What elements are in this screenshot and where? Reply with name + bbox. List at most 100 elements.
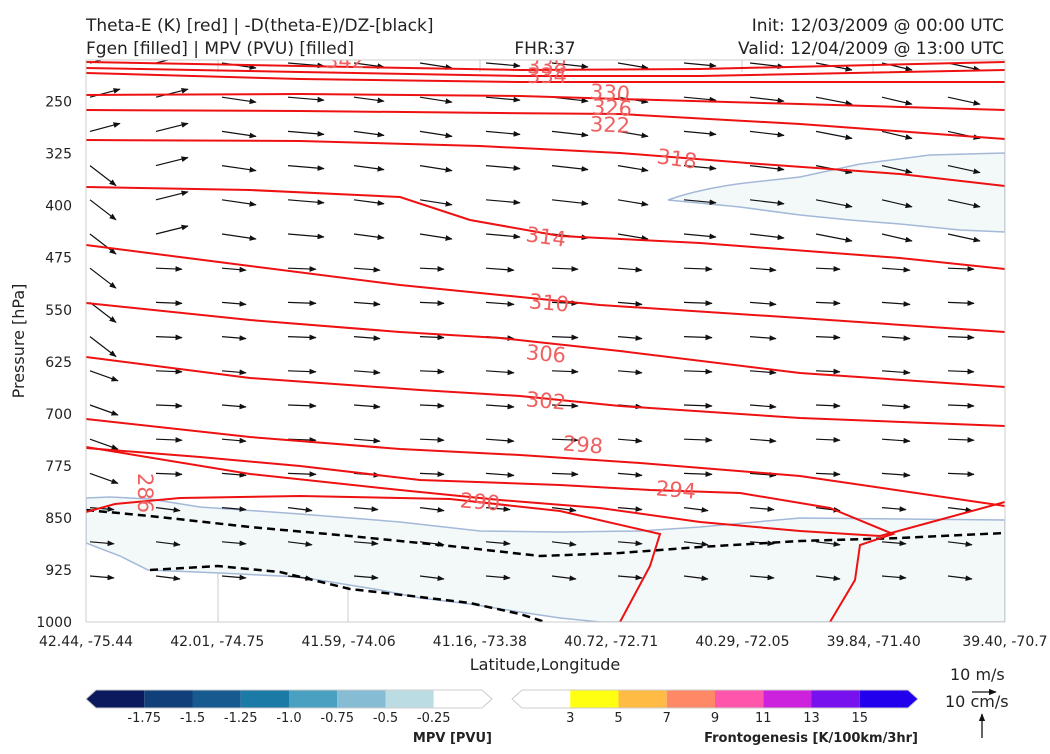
wind-vector bbox=[89, 472, 119, 484]
wind-vector bbox=[89, 574, 115, 581]
wind-vector bbox=[419, 300, 445, 307]
wind-vector bbox=[155, 224, 189, 235]
wind-vector bbox=[485, 574, 511, 581]
mpv-colorbar-title: MPV [PVU] bbox=[413, 731, 492, 746]
wind-vector bbox=[353, 403, 381, 410]
wind-ref-vertical-label: 10 cm/s bbox=[945, 692, 1009, 711]
y-tick-label: 475 bbox=[45, 251, 72, 267]
wind-vector bbox=[485, 130, 521, 137]
wind-vector bbox=[287, 130, 325, 137]
wind-vector bbox=[617, 540, 643, 547]
wind-vector bbox=[485, 165, 521, 171]
wind-vector bbox=[947, 541, 973, 547]
x-tick-label: 40.72, -72.71 bbox=[564, 634, 658, 650]
theta-e-contour bbox=[86, 494, 662, 622]
wind-vector bbox=[221, 165, 257, 173]
y-tick-label: 325 bbox=[45, 147, 72, 163]
mpv-region bbox=[667, 152, 1005, 233]
colorbar-tick-label: -1.5 bbox=[180, 711, 205, 726]
wind-vector bbox=[815, 437, 841, 443]
wind-vector bbox=[419, 165, 453, 173]
wind-vector bbox=[617, 369, 643, 376]
colorbar-segment bbox=[512, 690, 571, 708]
wind-vector bbox=[617, 506, 643, 512]
colorbar-outline bbox=[85, 689, 493, 709]
wind-vector bbox=[485, 506, 511, 512]
y-axis-label: Pressure [hPa] bbox=[9, 284, 28, 399]
theta-e-contour bbox=[86, 418, 1005, 507]
wind-vector bbox=[683, 165, 717, 171]
wind-vector bbox=[353, 165, 385, 172]
wind-vector bbox=[683, 199, 717, 206]
x-tick-label: 41.59, -74.06 bbox=[302, 634, 396, 650]
theta-e-contours bbox=[86, 61, 1005, 622]
theta-e-contour bbox=[86, 244, 1005, 333]
wind-vector bbox=[749, 335, 777, 341]
wind-vector bbox=[947, 233, 981, 243]
wind-vector bbox=[89, 438, 119, 450]
wind-vector bbox=[89, 267, 117, 289]
theta-e-contour-label: 322 bbox=[590, 112, 631, 137]
wind-vector bbox=[881, 233, 913, 243]
y-tick-label: 775 bbox=[45, 459, 72, 475]
wind-vector bbox=[749, 369, 777, 376]
wind-vector bbox=[881, 199, 913, 209]
wind-vector bbox=[221, 369, 247, 376]
wind-vector bbox=[353, 506, 379, 512]
wind-vector bbox=[287, 541, 313, 547]
wind-vector bbox=[551, 130, 589, 138]
wind-vector bbox=[155, 300, 183, 307]
wind-vector bbox=[551, 506, 577, 513]
wind-vector bbox=[947, 575, 973, 582]
wind-vector bbox=[89, 540, 115, 547]
colorbar-segment bbox=[433, 690, 492, 708]
wind-vector bbox=[947, 96, 981, 106]
wind-vector bbox=[683, 266, 713, 272]
wind-vector bbox=[683, 130, 717, 137]
header-title-line1: Theta-E (K) [red] | -D(theta-E)/DZ-[blac… bbox=[85, 16, 434, 36]
wind-vector bbox=[287, 199, 325, 206]
colorbar-tick-label: -1.25 bbox=[224, 711, 258, 726]
colorbar-tick-label: -1.0 bbox=[276, 711, 301, 726]
wind-vector bbox=[815, 300, 841, 307]
wind-vector bbox=[221, 130, 257, 139]
wind-vector bbox=[881, 266, 911, 273]
wind-vector bbox=[353, 96, 385, 104]
wind-vector bbox=[287, 266, 317, 272]
y-tick-label: 550 bbox=[45, 303, 72, 319]
wind-vector bbox=[749, 472, 777, 478]
wind-vector bbox=[89, 122, 121, 132]
colorbar-segment bbox=[337, 690, 386, 708]
x-tick-label: 40.29, -72.05 bbox=[695, 634, 789, 650]
wind-vector bbox=[617, 471, 643, 478]
y-tick-label: 625 bbox=[45, 355, 72, 371]
colorbar-segment bbox=[859, 690, 918, 708]
wind-vector bbox=[815, 130, 853, 140]
init-time: Init: 12/03/2009 @ 00:00 UTC bbox=[752, 16, 1004, 36]
wind-vector bbox=[947, 437, 975, 443]
wind-vector bbox=[749, 266, 777, 273]
wind-vector bbox=[353, 62, 385, 69]
colorbar-tick-label: -1.75 bbox=[127, 711, 161, 726]
y-tick-label: 850 bbox=[45, 511, 72, 527]
wind-vector bbox=[683, 437, 713, 443]
y-tick-label: 925 bbox=[45, 563, 72, 579]
colorbar-segment bbox=[144, 690, 193, 708]
colorbar-segment bbox=[811, 690, 860, 708]
wind-vector bbox=[815, 575, 841, 582]
wind-vector bbox=[485, 540, 511, 547]
wind-vector bbox=[155, 575, 181, 582]
wind-vector bbox=[287, 471, 317, 478]
colorbar-segment bbox=[763, 690, 812, 708]
wind-vector bbox=[155, 87, 189, 98]
wind-vector bbox=[881, 165, 913, 174]
wind-vector bbox=[617, 437, 643, 444]
colorbar-tick-label: -0.5 bbox=[373, 711, 398, 726]
wind-vector bbox=[353, 199, 385, 206]
y-tick-label: 400 bbox=[45, 199, 72, 215]
wind-vector bbox=[749, 165, 785, 172]
wind-vector bbox=[221, 199, 257, 207]
forecast-hour: FHR:37 bbox=[514, 39, 575, 59]
